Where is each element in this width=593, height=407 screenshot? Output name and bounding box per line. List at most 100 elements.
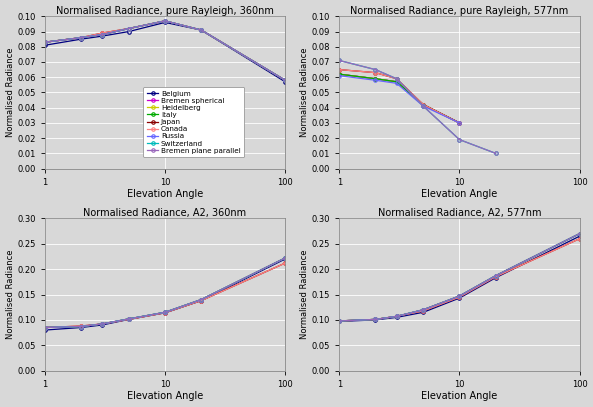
Line: Italy: Italy xyxy=(43,19,287,82)
Italy xyxy=(492,274,499,278)
Legend: Belgium, Bremen spherical, Heidelberg, Italy, Japan, Canada, Russia, Switzerland: Belgium, Bremen spherical, Heidelberg, I… xyxy=(144,87,244,158)
Bremen spherical xyxy=(576,231,583,236)
Canada xyxy=(125,26,132,31)
Switzerland xyxy=(372,317,379,322)
Russia xyxy=(78,324,85,329)
Japan xyxy=(372,70,379,75)
Bremen spherical xyxy=(125,26,132,31)
Switzerland xyxy=(42,325,49,330)
Italy xyxy=(336,319,343,324)
Japan xyxy=(78,35,85,40)
Line: Italy: Italy xyxy=(43,256,287,329)
Bremen spherical xyxy=(372,76,379,81)
Line: Heidelberg: Heidelberg xyxy=(337,232,581,323)
Belgium xyxy=(125,317,132,322)
Title: Normalised Radiance, pure Rayleigh, 577nm: Normalised Radiance, pure Rayleigh, 577n… xyxy=(350,6,569,15)
Canada xyxy=(420,102,427,107)
Title: Normalised Radiance, A2, 577nm: Normalised Radiance, A2, 577nm xyxy=(378,208,541,218)
Y-axis label: Normalised Radiance: Normalised Radiance xyxy=(300,250,309,339)
Heidelberg xyxy=(393,79,400,84)
Italy xyxy=(197,28,205,33)
Switzerland xyxy=(492,274,499,278)
Line: Japan: Japan xyxy=(337,68,461,125)
Canada xyxy=(161,18,168,23)
Line: Belgium: Belgium xyxy=(337,234,581,323)
X-axis label: Elevation Angle: Elevation Angle xyxy=(127,392,203,401)
Canada xyxy=(372,317,379,322)
Japan xyxy=(42,325,49,330)
Bremen spherical xyxy=(161,310,168,315)
Bremen plane parallel xyxy=(393,314,400,319)
Russia xyxy=(456,120,463,125)
Belgium xyxy=(197,28,205,33)
Line: Bremen plane parallel: Bremen plane parallel xyxy=(43,256,287,329)
Russia xyxy=(42,40,49,45)
Italy xyxy=(98,32,106,37)
Line: Japan: Japan xyxy=(43,261,287,329)
Bremen plane parallel xyxy=(420,104,427,109)
Russia xyxy=(197,297,205,302)
Switzerland xyxy=(282,256,289,260)
Bremen spherical xyxy=(42,40,49,45)
Switzerland xyxy=(98,322,106,326)
Japan xyxy=(456,120,463,125)
Bremen plane parallel xyxy=(197,297,205,302)
Bremen plane parallel xyxy=(492,274,499,278)
Switzerland xyxy=(456,293,463,298)
Belgium xyxy=(125,29,132,34)
Canada xyxy=(78,35,85,40)
Bremen plane parallel xyxy=(420,307,427,312)
Russia xyxy=(197,28,205,33)
Belgium xyxy=(393,79,400,84)
Switzerland xyxy=(372,67,379,72)
Belgium xyxy=(336,72,343,77)
Line: Belgium: Belgium xyxy=(337,72,461,125)
Heidelberg xyxy=(42,40,49,45)
Belgium xyxy=(78,37,85,42)
Bremen plane parallel xyxy=(282,256,289,260)
Switzerland xyxy=(42,40,49,45)
Japan xyxy=(420,309,427,313)
Bremen spherical xyxy=(98,32,106,37)
Italy xyxy=(125,26,132,31)
Belgium xyxy=(98,322,106,327)
Japan xyxy=(42,40,49,45)
Russia xyxy=(336,319,343,324)
Italy xyxy=(420,307,427,312)
Russia xyxy=(161,18,168,23)
Line: Canada: Canada xyxy=(43,19,287,82)
Heidelberg xyxy=(336,72,343,77)
Japan xyxy=(125,26,132,31)
Italy xyxy=(78,35,85,40)
Line: Switzerland: Switzerland xyxy=(337,232,581,323)
X-axis label: Elevation Angle: Elevation Angle xyxy=(421,189,498,199)
Russia xyxy=(576,231,583,236)
Bremen plane parallel xyxy=(372,317,379,322)
Line: Russia: Russia xyxy=(337,232,581,323)
Switzerland xyxy=(456,137,463,142)
Heidelberg xyxy=(336,319,343,324)
Line: Belgium: Belgium xyxy=(43,257,287,332)
Switzerland xyxy=(420,307,427,312)
Russia xyxy=(456,293,463,298)
Line: Switzerland: Switzerland xyxy=(43,256,287,329)
Bremen spherical xyxy=(42,325,49,330)
Japan xyxy=(492,274,499,279)
Belgium xyxy=(372,317,379,322)
Japan xyxy=(282,260,289,265)
Belgium xyxy=(282,256,289,261)
Canada xyxy=(98,31,106,35)
Canada xyxy=(78,324,85,328)
Line: Canada: Canada xyxy=(337,237,581,323)
Y-axis label: Normalised Radiance: Normalised Radiance xyxy=(300,48,309,137)
Bremen plane parallel xyxy=(161,310,168,315)
Belgium xyxy=(197,298,205,303)
Canada xyxy=(197,28,205,33)
Italy xyxy=(161,310,168,315)
Japan xyxy=(393,76,400,81)
Line: Bremen spherical: Bremen spherical xyxy=(337,232,581,323)
Japan xyxy=(197,28,205,33)
Italy xyxy=(372,317,379,322)
Italy xyxy=(393,79,400,84)
Heidelberg xyxy=(372,317,379,322)
